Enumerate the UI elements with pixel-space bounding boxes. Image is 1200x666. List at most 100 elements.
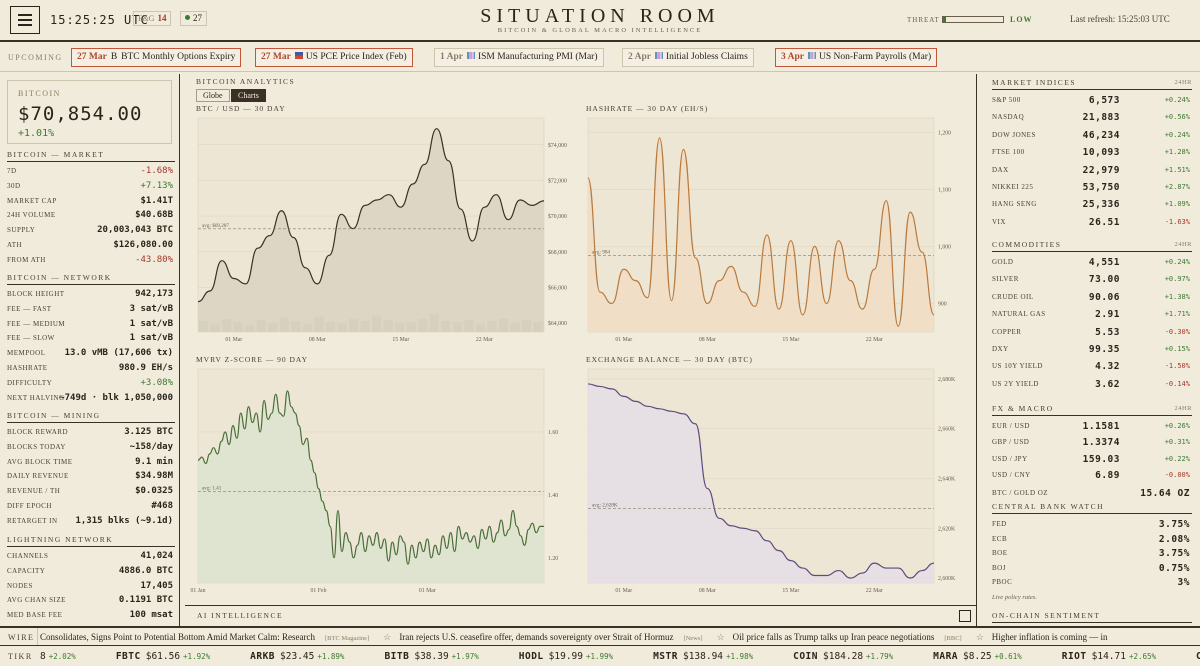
- instrument-label: EUR / USD: [992, 422, 1030, 430]
- indices-row[interactable]: VIX 26.51 -1.63%: [992, 216, 1190, 228]
- hamburger-icon: [18, 14, 32, 16]
- metric-label: FEE — MEDIUM: [7, 319, 66, 328]
- page-title: SITUATION ROOM: [480, 5, 720, 27]
- central-bank-row[interactable]: ECB 2.08%: [992, 534, 1192, 551]
- commodities-row[interactable]: CRUDE OIL 90.06 +1.38%: [992, 291, 1190, 303]
- commodities-row[interactable]: SILVER 73.00 +0.97%: [992, 274, 1190, 286]
- ai-intelligence-bar[interactable]: AI INTELLIGENCE: [185, 605, 977, 626]
- fx-row[interactable]: USD / CNY 6.89 -0.00%: [992, 470, 1190, 482]
- average-label: avg: 2,628K: [592, 502, 618, 508]
- ticker-item[interactable]: COIN $184.28 +1.79%: [793, 651, 893, 662]
- ticker-item[interactable]: BITB $38.39 +1.97%: [384, 651, 478, 662]
- rate-value: 3.75%: [1158, 519, 1190, 530]
- wire-source: [News]: [683, 635, 703, 642]
- menu-button[interactable]: [10, 6, 40, 34]
- average-label: avg: 1.41: [202, 486, 222, 492]
- instrument-label: PBOC: [992, 578, 1013, 587]
- expand-icon[interactable]: [959, 610, 971, 622]
- ticker-symbol: COIN: [793, 651, 818, 662]
- central-bank-row[interactable]: FED 3.75%: [992, 519, 1192, 536]
- indices-row[interactable]: S&P 500 6,573 +0.24%: [992, 95, 1190, 106]
- indices-row[interactable]: DOW JONES 46,234 +0.24%: [992, 129, 1190, 141]
- y-tick-label: $68,000: [548, 249, 567, 256]
- chart-icon: [466, 52, 475, 59]
- btc-gold-row[interactable]: BTC / GOLD OZ 15.64 oz: [992, 488, 1192, 505]
- wire-headline[interactable]: Oil price falls as Trump talks up Iran p…: [732, 632, 935, 642]
- central-bank-row[interactable]: BOE 3.75%: [992, 548, 1192, 565]
- instrument-change: +0.22%: [1164, 454, 1190, 463]
- mining-row: REVENUE / TH $0.0325: [7, 486, 175, 500]
- commodities-row[interactable]: NATURAL GAS 2.91 +1.71%: [992, 309, 1190, 321]
- ticker-symbol: MARA: [933, 651, 959, 662]
- hashrate-chart-title: HASHRATE — 30 DAY (EH/S): [586, 104, 709, 113]
- commodities-row[interactable]: DXY 99.35 +0.15%: [992, 344, 1190, 355]
- instrument-change: +0.24%: [1164, 258, 1190, 266]
- fx-row[interactable]: USD / JPY 159.03 +0.22%: [992, 453, 1190, 465]
- wire-headline[interactable]: Higher inflation is coming — in: [991, 632, 1108, 642]
- metric-label: DIFFICULTY: [7, 378, 53, 387]
- commodities-row[interactable]: US 10Y YIELD 4.32 -1.50%: [992, 361, 1190, 373]
- indices-row[interactable]: NIKKEI 225 53,750 +2.87%: [992, 182, 1190, 193]
- metric-label: AVG CHAN SIZE: [7, 596, 66, 605]
- ticker-change: +1.79%: [866, 652, 894, 661]
- upcoming-event[interactable]: 1 Apr ISM Manufacturing PMI (Mar): [434, 48, 604, 67]
- commodities-row[interactable]: US 2Y YIELD 3.62 -0.14%: [992, 378, 1190, 390]
- series-area: [588, 137, 934, 332]
- ticker-item[interactable]: FBTC $61.56 +1.92%: [116, 651, 210, 662]
- metric-value: +3.08%: [140, 377, 173, 388]
- x-tick-label: 08 Mar: [699, 588, 716, 594]
- fx-row[interactable]: EUR / USD 1.1581 +0.26%: [992, 421, 1190, 432]
- ticker-symbol: RIOT: [1061, 651, 1087, 662]
- instrument-label: NIKKEI 225: [992, 183, 1034, 191]
- event-name: ISM Manufacturing PMI (Mar): [477, 52, 598, 62]
- upcoming-event[interactable]: 2 Apr Initial Jobless Claims: [622, 48, 754, 67]
- tab-globe[interactable]: Globe: [196, 89, 230, 102]
- btc-price-chart[interactable]: $64,000 $66,000 $68,000 $70,000 $72,000 $74,0…: [196, 116, 584, 346]
- network-row: MEMPOOL 13.0 vMB (17,606 tx): [7, 348, 175, 362]
- stock-ticker: TIKR 8 +2.02% FBTC $61.56 +1.92% ARKB $23.45 +1…: [0, 646, 1200, 666]
- central-bank-row[interactable]: BOJ 0.75%: [992, 563, 1192, 580]
- network-row: DIFFICULTY +3.08%: [7, 377, 175, 392]
- instrument-change: -1.63%: [1164, 217, 1190, 226]
- metric-label: AVG BLOCK TIME: [7, 457, 73, 466]
- active-feeds-badge[interactable]: 27: [180, 11, 207, 26]
- upcoming-event[interactable]: 27 Mar US PCE Price Index (Feb): [255, 48, 413, 67]
- central-bank-row[interactable]: PBOC 3%: [992, 577, 1192, 594]
- exchange-balance-chart[interactable]: 2,600K 2,620K 2,640K 2,660K 2,680K avg: 2,628…: [586, 367, 974, 597]
- commodities-row[interactable]: GOLD 4,551 +0.24%: [992, 257, 1190, 268]
- ticker-change: +1.98%: [726, 652, 754, 661]
- tab-charts[interactable]: Charts: [231, 89, 266, 102]
- ticker-item[interactable]: 8 +2.02%: [40, 651, 76, 662]
- indices-row[interactable]: NASDAQ 21,883 +0.56%: [992, 112, 1190, 124]
- upcoming-event[interactable]: 3 Apr US Non-Farm Payrolls (Mar): [775, 48, 938, 67]
- fear-greed-badge[interactable]: F&G 14: [133, 11, 172, 26]
- policy-rate-note: Live policy rates.: [992, 594, 1037, 601]
- mvrv-chart[interactable]: 1.20 1.40 1.60 avg: 1.41 01 Jan 01 Feb 01 Mar: [191, 367, 584, 597]
- y-tick-label: 2,640K: [938, 476, 956, 482]
- ticker-label: TIKR: [0, 646, 38, 666]
- event-date: 27 Mar: [261, 52, 291, 62]
- ticker-item[interactable]: CLSK$9: [1196, 651, 1200, 662]
- instrument-label: COPPER: [992, 327, 1022, 336]
- indices-section-title: MARKET INDICES 24HR: [992, 78, 1192, 90]
- ticker-item[interactable]: RIOT $14.71 +2.65%: [1062, 651, 1156, 662]
- ticker-item[interactable]: ARKB $23.45 +1.89%: [250, 651, 344, 662]
- metric-value: 100 msat: [129, 610, 173, 621]
- market-row: FROM ATH -43.80%: [7, 255, 175, 269]
- network-row: FEE — MEDIUM 1 sat/vB: [7, 319, 175, 333]
- y-tick-label: 900: [938, 301, 947, 307]
- upcoming-event[interactable]: 27 Mar B BTC Monthly Options Expiry: [71, 48, 242, 67]
- indices-row[interactable]: FTSE 100 10,093 +1.28%: [992, 147, 1190, 159]
- market-row: SUPPLY 20,003,043 BTC: [7, 225, 175, 239]
- ticker-item[interactable]: HODL $19.99 +1.99%: [519, 651, 613, 662]
- indices-row[interactable]: HANG SENG 25,336 +1.09%: [992, 199, 1190, 211]
- wire-headline[interactable]: Iran rejects U.S. ceasefire offer, deman…: [399, 632, 674, 642]
- fx-row[interactable]: GBP / USD 1.3374 +0.31%: [992, 437, 1190, 449]
- ticker-item[interactable]: MSTR $138.94 +1.98%: [653, 651, 753, 662]
- commodities-row[interactable]: COPPER 5.53 -0.30%: [992, 326, 1190, 338]
- wire-headline[interactable]: Consolidates, Signs Point to Potential B…: [40, 632, 315, 642]
- metric-value: 4886.0 BTC: [118, 565, 173, 576]
- indices-row[interactable]: DAX 22,979 +1.51%: [992, 164, 1190, 176]
- hashrate-chart[interactable]: 900 1,000 1,100 1,200 avg: 984 01 Mar 08 Mar 15…: [586, 116, 974, 346]
- ticker-item[interactable]: MARA $8.25 +0.61%: [933, 651, 1022, 662]
